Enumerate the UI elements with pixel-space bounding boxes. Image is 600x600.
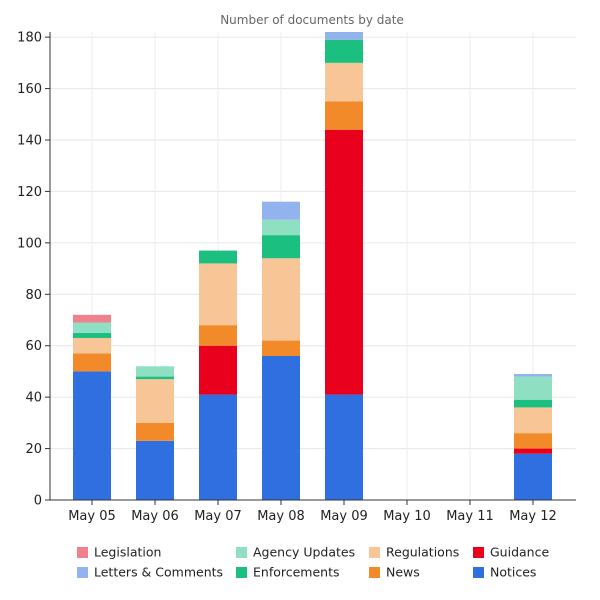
bar-segment-enforcements <box>73 332 111 338</box>
legend-swatch <box>473 567 484 578</box>
legend-item: Agency Updates <box>236 545 355 560</box>
legend-swatch <box>77 567 88 578</box>
legend-swatch <box>77 547 88 558</box>
legend-item: Regulations <box>369 545 459 560</box>
legend-item: Legislation <box>77 545 161 560</box>
legend-label: Letters & Comments <box>94 565 223 580</box>
legend-label: Enforcements <box>253 565 340 580</box>
legend-label: Agency Updates <box>253 545 355 560</box>
bar-segment-guidance <box>514 448 552 454</box>
legend-label: Regulations <box>386 545 459 560</box>
bar-segment-regulations <box>325 62 363 102</box>
x-tick-label: May 05 <box>68 509 116 524</box>
y-tick-label: 20 <box>25 442 42 457</box>
legend-label: News <box>386 565 420 580</box>
y-tick-label: 80 <box>25 288 42 303</box>
y-tick-label: 120 <box>17 185 42 200</box>
bar-segment-guidance <box>199 345 237 395</box>
legend-item: Enforcements <box>236 565 340 580</box>
bar-segment-legislation <box>73 314 111 323</box>
x-tick-label: May 11 <box>446 509 494 524</box>
bar-segment-notices <box>199 394 237 500</box>
grid-layer <box>50 32 576 500</box>
bar-segment-letters-comments <box>514 374 552 377</box>
legend-item: Guidance <box>473 545 549 560</box>
bar-segment-agency-updates <box>262 219 300 236</box>
legend-label: Legislation <box>94 545 161 560</box>
x-tick-label: May 09 <box>320 509 368 524</box>
chart-title: Number of documents by date <box>220 13 404 27</box>
bar-segment-news <box>325 101 363 130</box>
bars-layer <box>73 32 552 500</box>
x-tick-label: May 07 <box>194 509 242 524</box>
legend-swatch <box>369 567 380 578</box>
bar-segment-regulations <box>136 379 174 423</box>
bar-segment-agency-updates <box>136 366 174 377</box>
y-tick-label: 140 <box>17 134 42 149</box>
legend-item: Notices <box>473 565 536 580</box>
y-tick-label: 180 <box>17 31 42 46</box>
bar-segment-notices <box>325 394 363 500</box>
legend-swatch <box>473 547 484 558</box>
bar-segment-agency-updates <box>73 322 111 333</box>
legend-item: News <box>369 565 420 580</box>
bar-segment-news <box>199 325 237 346</box>
y-tick-label: 60 <box>25 339 42 354</box>
bar-segment-guidance <box>325 129 363 395</box>
bar-segment-regulations <box>199 263 237 326</box>
bar-segment-letters-comments <box>262 201 300 220</box>
bar-segment-letters-comments <box>325 32 363 40</box>
legend-swatch <box>369 547 380 558</box>
bar-segment-news <box>514 433 552 449</box>
legend-swatch <box>236 567 247 578</box>
x-tick-label: May 06 <box>131 509 179 524</box>
x-tick-label: May 08 <box>257 509 305 524</box>
bar-segment-enforcements <box>514 399 552 408</box>
bar-segment-notices <box>73 371 111 500</box>
bar-segment-regulations <box>262 258 300 341</box>
bar-segment-notices <box>136 440 174 500</box>
bar-segment-notices <box>514 453 552 500</box>
axis-layer: 0 20 40 60 80 100 120 140 160 180 May 05 May 06 May … <box>17 31 576 524</box>
bar-segment-news <box>73 353 111 372</box>
y-tick-label: 100 <box>17 236 42 251</box>
x-tick-label: May 10 <box>383 509 431 524</box>
y-tick-label: 40 <box>25 391 42 406</box>
bar-segment-enforcements <box>199 250 237 264</box>
y-tick-label: 160 <box>17 82 42 97</box>
y-tick-label: 0 <box>34 494 42 509</box>
bar-segment-agency-updates <box>514 376 552 400</box>
legend-swatch <box>236 547 247 558</box>
legend-item: Letters & Comments <box>77 565 223 580</box>
bar-segment-regulations <box>73 338 111 354</box>
bar-segment-enforcements <box>136 376 174 380</box>
legend-label: Guidance <box>490 545 549 560</box>
legend-label: Notices <box>490 565 536 580</box>
bar-segment-notices <box>262 356 300 500</box>
bar-segment-regulations <box>514 407 552 434</box>
x-tick-label: May 12 <box>509 509 557 524</box>
bar-segment-news <box>136 422 174 441</box>
bar-segment-enforcements <box>325 39 363 63</box>
legend: Legislation Agency Updates Regulations Guid… <box>77 545 549 580</box>
bar-segment-enforcements <box>262 235 300 259</box>
bar-segment-news <box>262 340 300 356</box>
